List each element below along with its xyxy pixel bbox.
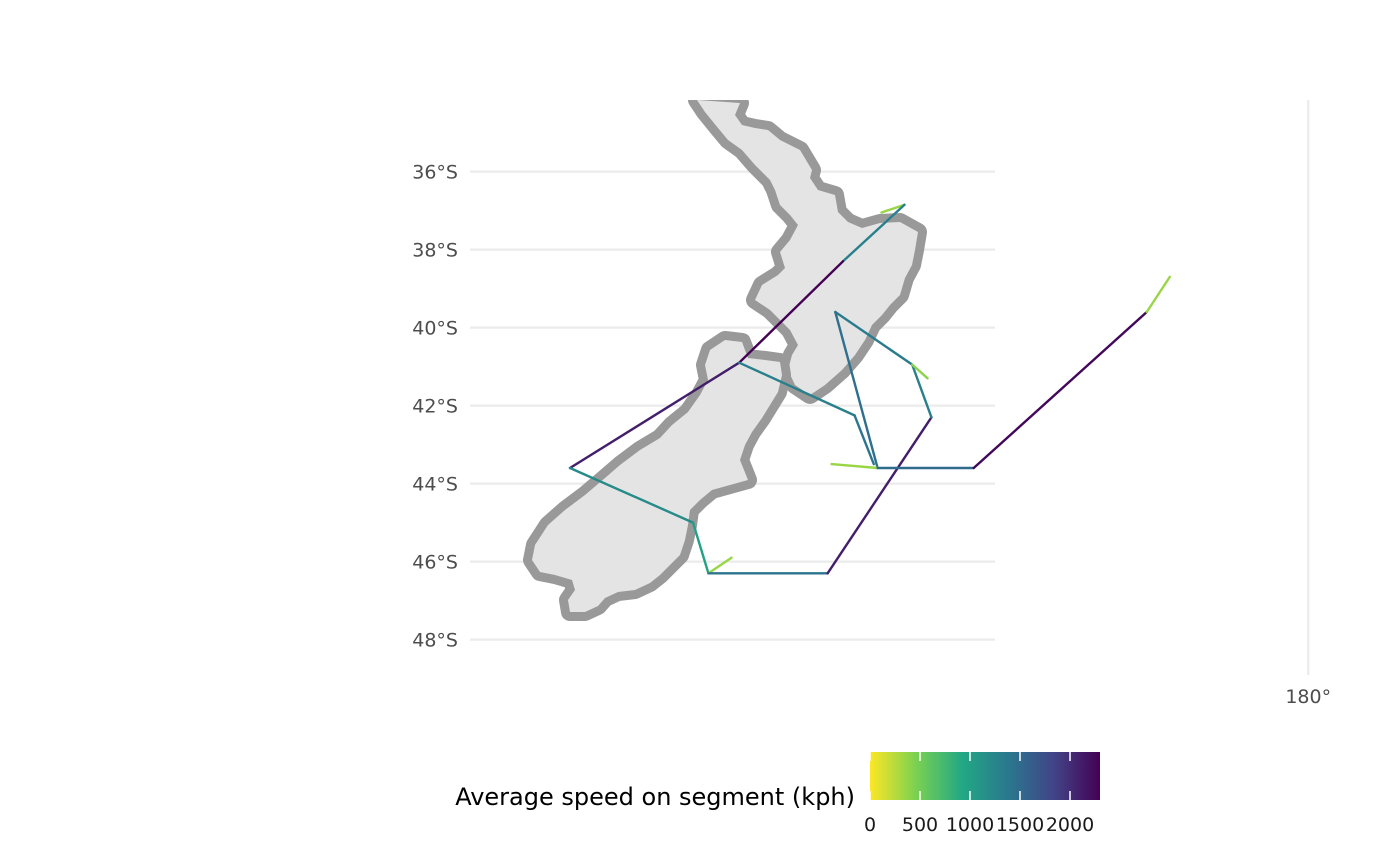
- speed-legend: Average speed on segment (kph) 0 500 1000 1…: [455, 752, 1100, 836]
- lat-tick-label: 38°S: [412, 240, 458, 262]
- new-zealand-landmass: [523, 100, 927, 621]
- route-segment: [834, 310, 879, 470]
- south-island-fill: [532, 340, 782, 612]
- latitude-axis-labels: 36°S 38°S 40°S 42°S 44°S 46°S 48°S: [412, 162, 458, 652]
- route-segment: [972, 310, 1148, 470]
- north-island-fill: [697, 100, 918, 395]
- route-segment: [1145, 275, 1172, 314]
- lon-tick-label: 180°: [1285, 686, 1331, 708]
- legend-title: Average speed on segment (kph): [455, 783, 855, 811]
- route-segment: [737, 260, 845, 364]
- lat-tick-label: 44°S: [412, 474, 458, 496]
- legend-tick-label: 1000: [946, 814, 994, 836]
- route-segment: [880, 203, 906, 214]
- route-segment: [830, 462, 879, 470]
- legend-tick-label: 1500: [996, 814, 1044, 836]
- route-segment: [853, 414, 875, 466]
- route-segment: [707, 556, 733, 575]
- longitude-axis-labels: 180°: [1285, 686, 1331, 708]
- route-segment: [826, 416, 933, 575]
- legend-tick-label: 500: [902, 814, 938, 836]
- lat-tick-label: 42°S: [412, 396, 458, 418]
- route-segment: [737, 361, 856, 417]
- lat-tick-label: 46°S: [412, 552, 458, 574]
- legend-ticks: 0 500 1000 1500 2000: [864, 752, 1094, 836]
- route-segment: [691, 521, 710, 575]
- route-segment: [911, 363, 933, 419]
- route-segment: [834, 310, 914, 366]
- route-segment: [568, 466, 695, 524]
- lat-tick-label: 36°S: [412, 162, 458, 184]
- legend-tick-label: 2000: [1046, 814, 1094, 836]
- lat-tick-label: 40°S: [412, 318, 458, 340]
- route-segment: [911, 363, 929, 380]
- legend-colorbar: [870, 752, 1100, 800]
- lat-tick-label: 48°S: [412, 630, 458, 652]
- route-segment: [841, 203, 906, 263]
- legend-tick-label: 0: [864, 814, 876, 836]
- route-segments: [568, 203, 1172, 575]
- route-segment: [568, 361, 741, 470]
